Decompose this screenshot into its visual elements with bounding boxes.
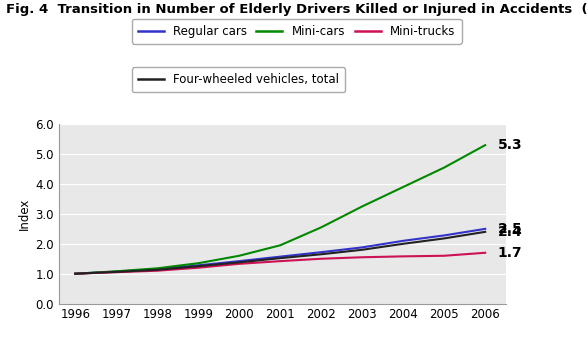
- Text: 2.5: 2.5: [497, 222, 522, 236]
- Y-axis label: Index: Index: [18, 198, 31, 230]
- Text: 1.7: 1.7: [497, 246, 522, 260]
- Legend: Four-wheeled vehicles, total: Four-wheeled vehicles, total: [132, 67, 345, 92]
- Text: Fig. 4  Transition in Number of Elderly Drivers Killed or Injured in Accidents  : Fig. 4 Transition in Number of Elderly D…: [6, 3, 588, 17]
- Text: 2.4: 2.4: [497, 225, 522, 239]
- Text: 5.3: 5.3: [497, 138, 522, 152]
